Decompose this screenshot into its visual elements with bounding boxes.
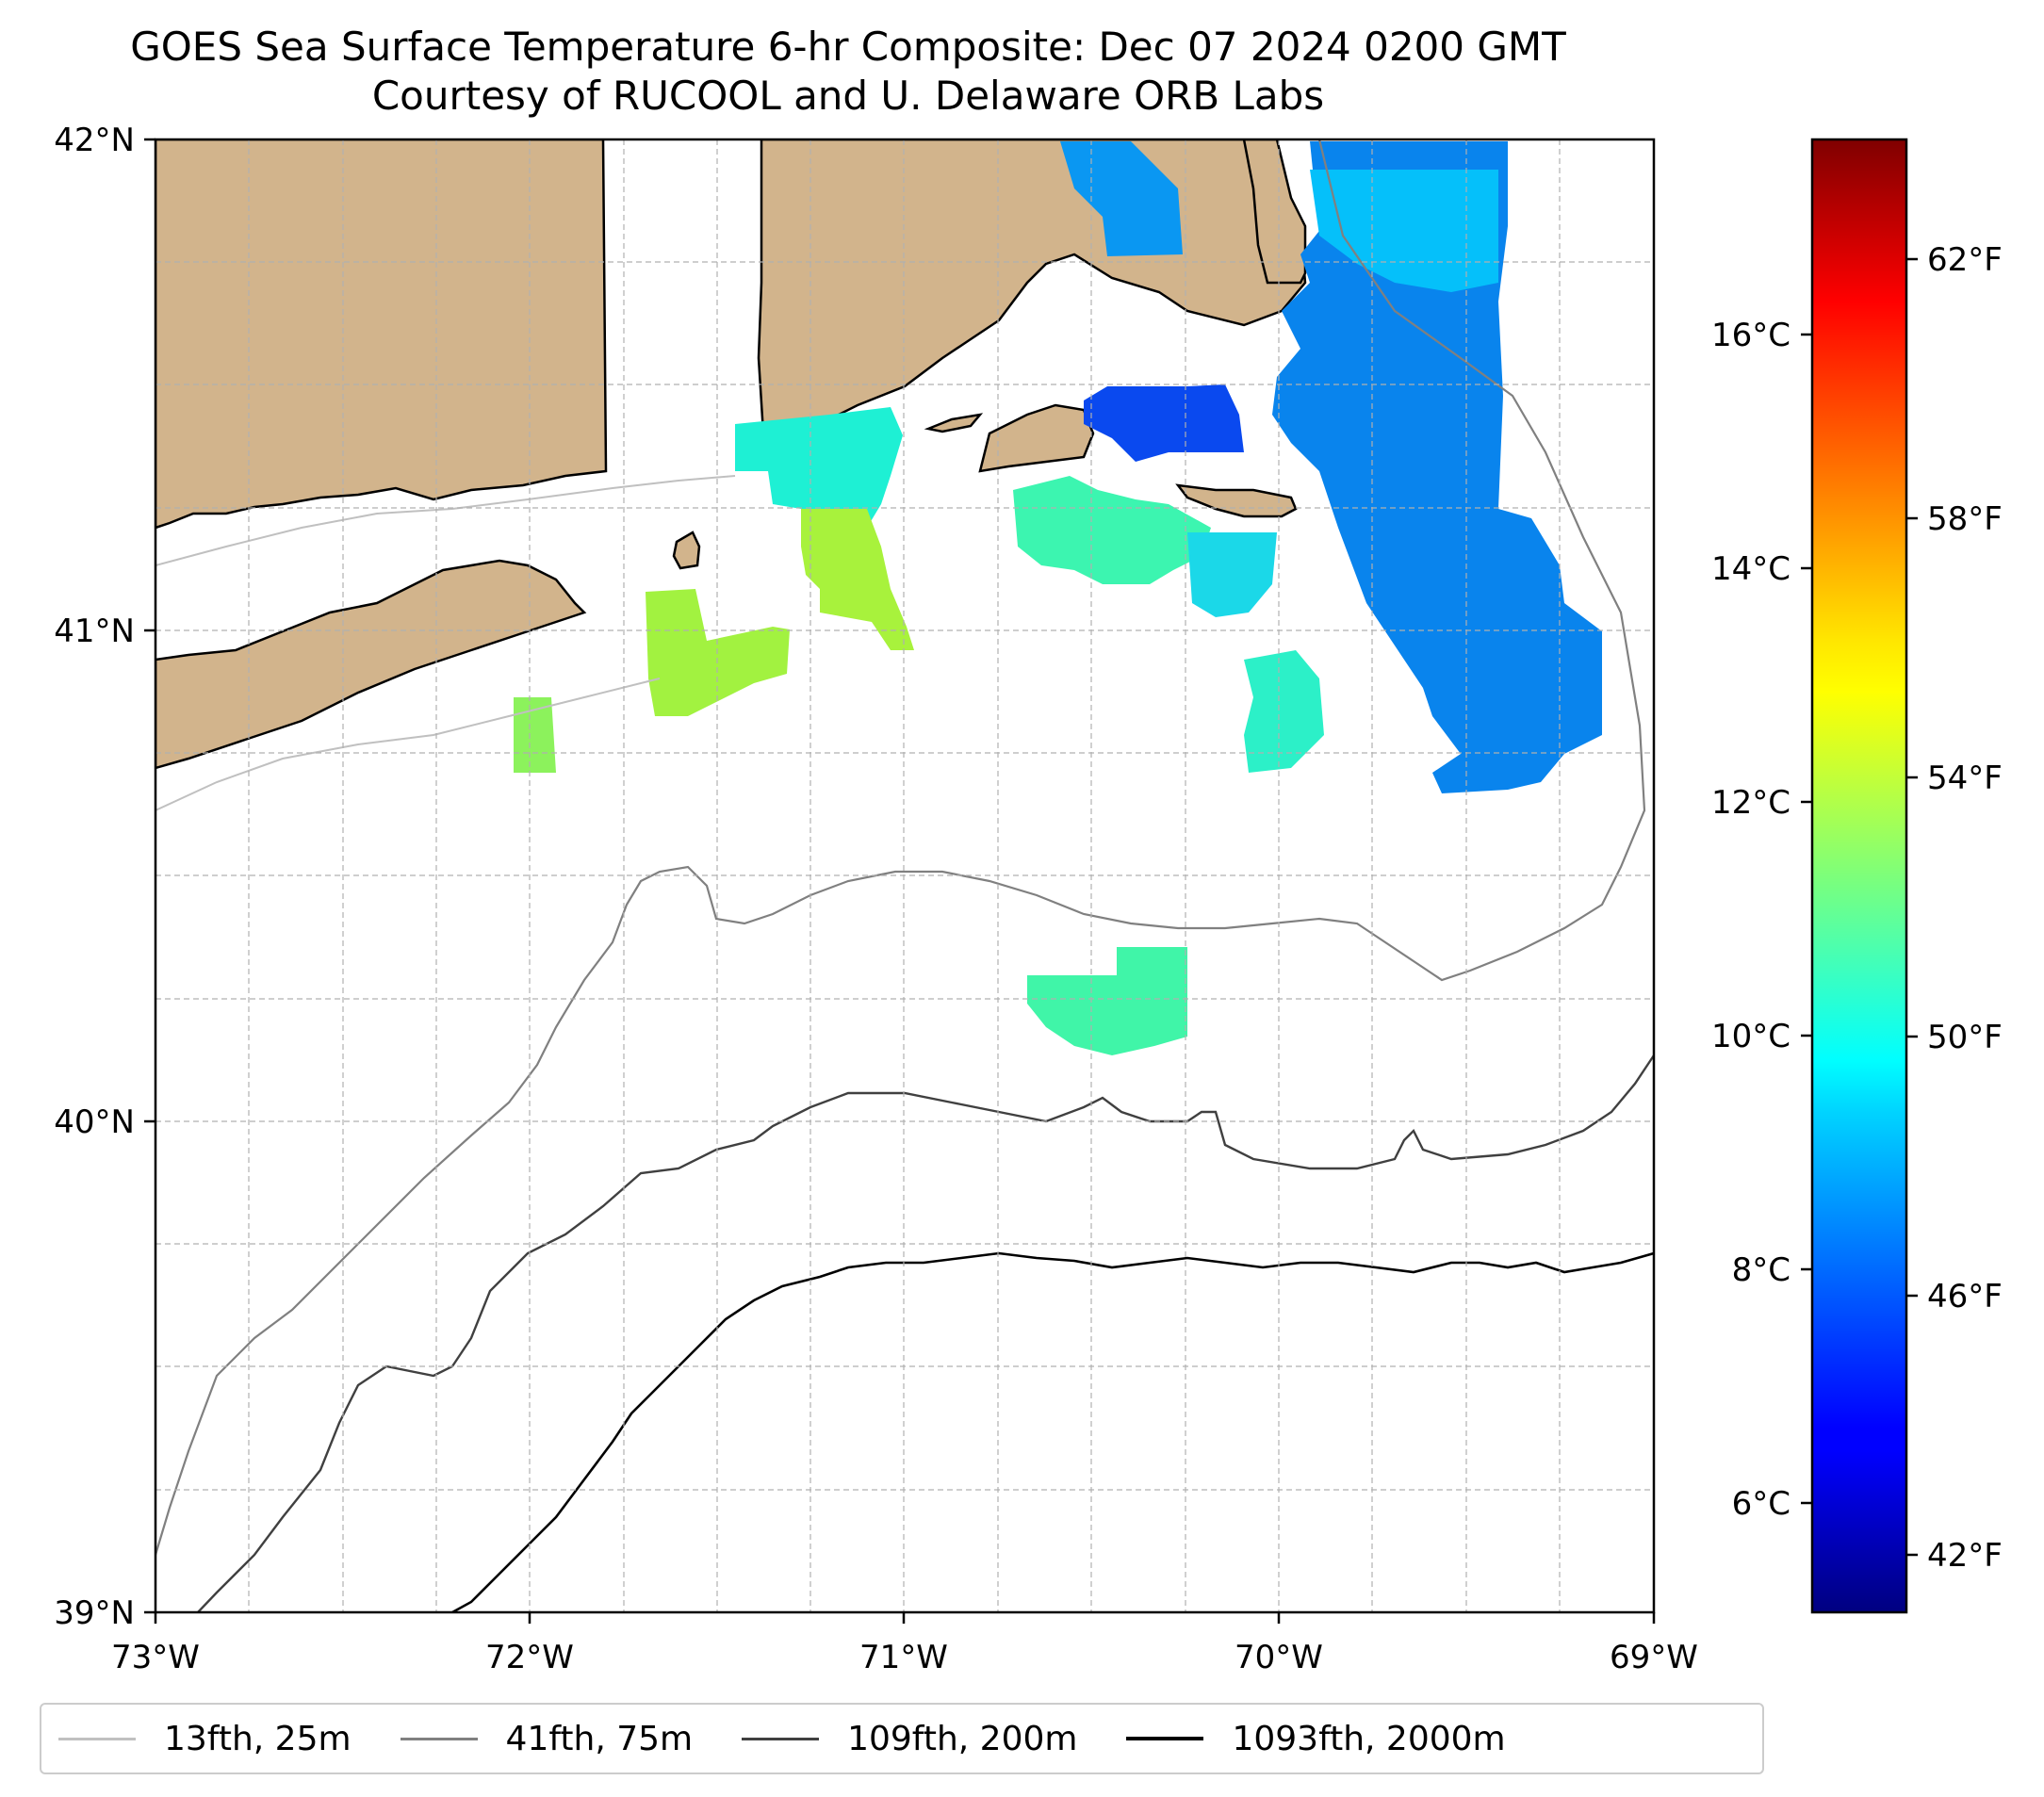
y-tick-label: 42°N [54,122,135,159]
title-line-2: Courtesy of RUCOOL and U. Delaware ORB L… [371,73,1325,119]
colorbar-celsius-tick: 12°C [1711,784,1791,822]
sst-patch-ri-sound [735,407,903,528]
gridlines [155,139,1654,1612]
legend-line-2000m [1126,1737,1204,1740]
legend-item-2000m: 1093fth, 2000m [1126,1719,1506,1758]
contour-legend: 13fth, 25m 41fth, 75m 109fth, 200m 1093f… [40,1703,1764,1774]
colorbar: 16°C 14°C 12°C 10°C 8°C 6°C 62°F 58°F 54… [1711,138,2003,1614]
sst-patch-ri-sound-south [801,509,914,650]
colorbar-celsius-tick: 8°C [1732,1251,1791,1289]
sst-patch-montauk-south [514,697,556,773]
colorbar-celsius-tick: 10°C [1711,1018,1791,1055]
connecticut-coast [155,139,608,530]
legend-line-75m [400,1737,478,1740]
legend-label: 1093fth, 2000m [1232,1719,1506,1758]
title-line-1: GOES Sea Surface Temperature 6-hr Compos… [130,24,1566,70]
legend-item-25m: 13fth, 25m [58,1720,352,1758]
legend-line-25m [58,1737,136,1740]
x-tick-label: 70°W [1235,1639,1323,1676]
contour-200m [197,1054,1654,1612]
colorbar-gradient [1810,138,1908,1614]
martha-vineyard [978,403,1095,473]
colorbar-fahrenheit-tick: 54°F [1927,760,2003,797]
sst-patches [514,141,1602,1055]
legend-label: 41fth, 75m [505,1719,694,1758]
contour-75m [155,139,1646,1556]
sst-patch-offshore-ne [1272,141,1602,793]
legend-item-75m: 41fth, 75m [400,1719,694,1758]
colorbar-fahrenheit-tick: 58°F [1927,500,2003,538]
sst-patch-shelf-south [1027,947,1187,1055]
colorbar-fahrenheit-tick: 46°F [1927,1278,2003,1315]
axis-ticks [144,138,1656,1624]
legend-line-200m [742,1737,820,1740]
sst-patch-nantucket-shoals [1187,532,1277,617]
long-island [155,559,587,770]
colorbar-fahrenheit-tick: 42°F [1927,1537,2003,1575]
y-tick-label: 39°N [54,1594,135,1632]
colorbar-fahrenheit-tick: 62°F [1927,241,2003,279]
block-island [672,531,701,570]
contour-25m [155,475,736,811]
colorbar-celsius-tick: 6°C [1732,1485,1791,1523]
legend-label: 109fth, 200m [847,1719,1078,1758]
y-tick-label: 41°N [54,613,135,650]
contour-2000m [451,1251,1654,1612]
x-tick-label: 72°W [485,1639,574,1676]
sst-patch-block-island-east [1013,476,1211,584]
x-tick-label: 71°W [859,1639,948,1676]
map-title: GOES Sea Surface Temperature 6-hr Compos… [0,23,1696,121]
bathymetry-contours [155,139,1654,1612]
legend-item-200m: 109fth, 200m [742,1720,1077,1758]
colorbar-celsius-tick: 16°C [1711,317,1791,354]
x-tick-label: 69°W [1610,1639,1698,1676]
colorbar-fahrenheit-tick: 50°F [1927,1019,2003,1056]
elizabeth-islands [924,413,984,433]
colorbar-celsius-tick: 14°C [1711,550,1791,588]
legend-label: 13fth, 25m [164,1719,352,1758]
nantucket [1175,483,1298,518]
cape-cod [1242,139,1307,285]
sst-patch-nantucket-sound [1084,384,1244,462]
x-tick-label: 73°W [111,1639,200,1676]
y-tick-label: 40°N [54,1103,135,1141]
sst-patch-shoals-south [1244,650,1324,773]
